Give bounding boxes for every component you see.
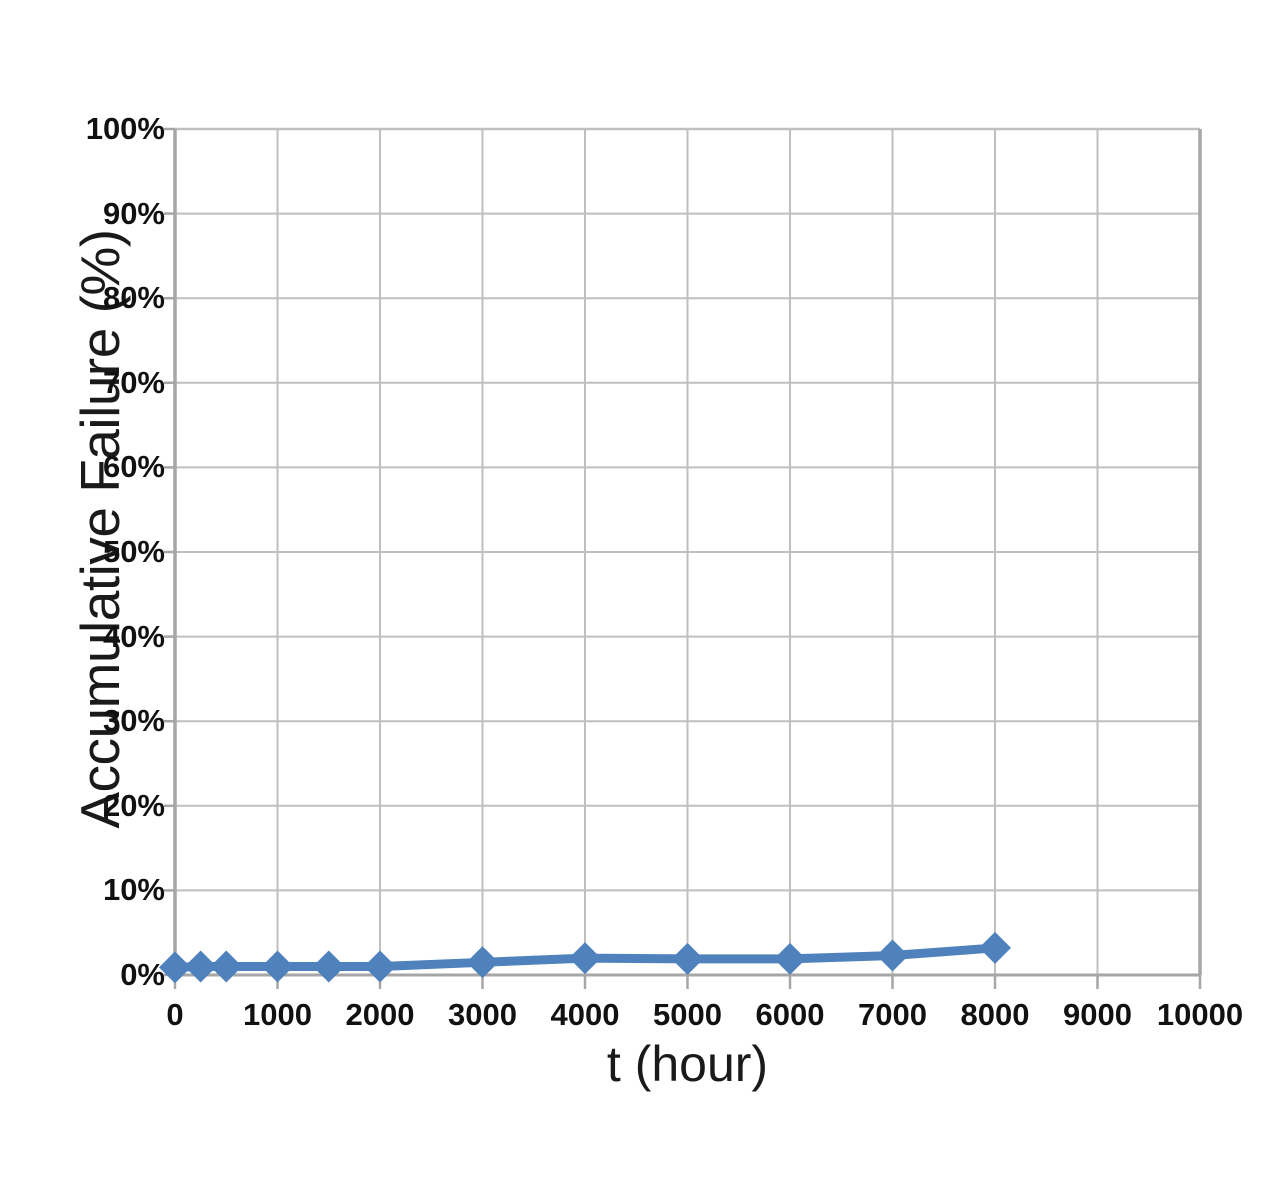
data-point-marker: [261, 950, 294, 983]
y-tick-label: 0%: [120, 957, 165, 992]
x-tick-label: 9000: [1063, 997, 1132, 1032]
x-tick-label: 7000: [858, 997, 927, 1032]
x-tick-label: 0: [166, 997, 184, 1032]
x-axis-title: t (hour): [606, 1036, 769, 1092]
y-tick-label: 50%: [102, 534, 165, 569]
tick-marks: [164, 127, 1202, 989]
x-tick-label: 4000: [550, 997, 620, 1032]
x-tick-label: 2000: [345, 997, 415, 1032]
data-point-marker: [210, 950, 243, 983]
data-point-marker: [569, 942, 601, 975]
series-markers: [159, 931, 1011, 984]
y-tick-label: 20%: [102, 787, 165, 823]
data-point-marker: [876, 939, 909, 972]
data-point-marker: [364, 950, 396, 983]
y-tick-label: 10%: [102, 872, 165, 908]
x-tick-label: 3000: [448, 997, 517, 1032]
x-tick-label: 8000: [960, 997, 1030, 1032]
data-point-marker: [312, 950, 345, 983]
y-tick-label: 90%: [102, 195, 165, 231]
x-tick-label: 5000: [653, 997, 722, 1032]
y-tick-label: 80%: [102, 280, 165, 316]
y-tick-label: 30%: [102, 703, 165, 739]
data-point-marker: [671, 942, 704, 975]
data-point-marker: [184, 950, 217, 983]
x-tick-label: 10000: [1156, 997, 1244, 1032]
data-point-marker: [774, 942, 806, 975]
x-tick-label: 6000: [755, 997, 825, 1032]
y-tick-label: 60%: [102, 449, 165, 485]
data-point-marker: [466, 946, 499, 979]
y-tick-label: 40%: [102, 618, 165, 654]
y-tick-label: 70%: [102, 364, 165, 400]
y-tick-label: 100%: [85, 111, 165, 146]
x-tick-label: 1000: [243, 997, 312, 1032]
data-point-marker: [979, 931, 1011, 964]
data-point-marker: [159, 951, 191, 984]
